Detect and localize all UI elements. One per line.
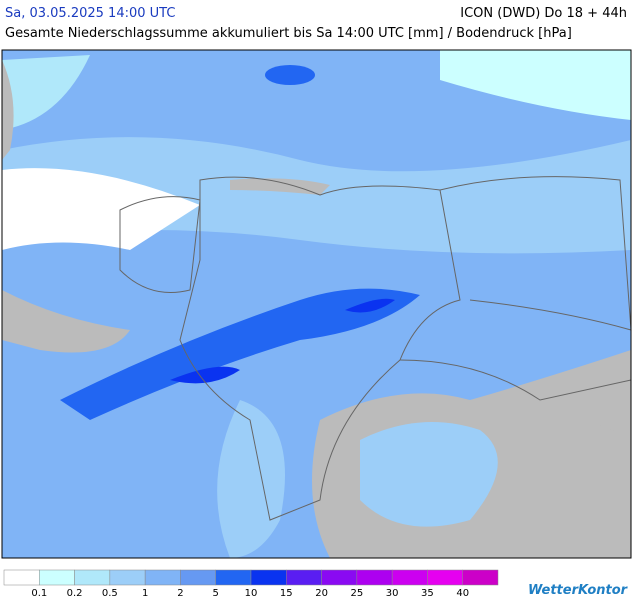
legend-label: 1 (142, 588, 148, 599)
borders (119, 176, 632, 521)
legend-swatch (250, 569, 287, 586)
legend-label: 5 (213, 588, 219, 599)
legend-swatch (321, 569, 358, 586)
logo: WetterKontor (528, 583, 629, 598)
legend-label: 40 (456, 588, 469, 599)
legend-swatch (180, 569, 216, 586)
legend-label: 35 (421, 588, 434, 599)
legend-swatch (109, 569, 146, 586)
legend-label: 0.1 (31, 588, 47, 599)
legend-label: 0.5 (102, 588, 118, 599)
model-run: ICON (DWD) Do 18 + 44h (460, 6, 627, 21)
datetime: Sa, 03.05.2025 14:00 UTC (5, 6, 176, 21)
legend-label: 0.2 (67, 588, 83, 599)
legend-swatch (3, 569, 40, 586)
legend-label: 15 (280, 588, 293, 599)
legend-label: 30 (386, 588, 399, 599)
subtitle: Gesamte Niederschlagssumme akkumuliert b… (5, 26, 572, 41)
legend-swatch (391, 569, 428, 586)
map-frame (1, 49, 632, 559)
precipitation-field (2, 50, 631, 558)
legend-swatch (427, 569, 463, 586)
legend-label: 20 (315, 588, 328, 599)
legend-swatch (39, 569, 75, 586)
legend-swatch (144, 569, 181, 586)
legend-label: 25 (350, 588, 363, 599)
legend: 0.1 0.2 0.5 1 2 5 10 15 20 25 30 35 40 (3, 569, 499, 599)
legend-swatch (74, 569, 111, 586)
legend-swatch (215, 569, 252, 586)
legend-swatch (356, 569, 393, 586)
legend-swatch (462, 569, 499, 586)
legend-label: 10 (245, 588, 258, 599)
legend-swatch (286, 569, 322, 586)
legend-label: 2 (177, 588, 183, 599)
